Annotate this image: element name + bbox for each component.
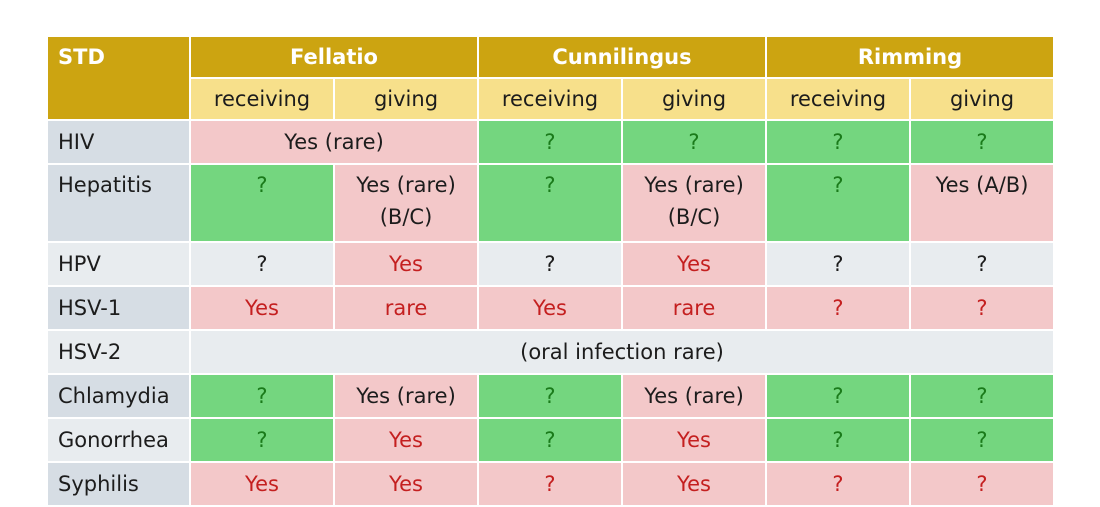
row-label-hsv2: HSV-2 <box>48 331 189 373</box>
cell-hsv1-rimming-receiving: ? <box>767 287 909 329</box>
subheader-rimming-receiving: receiving <box>767 79 909 119</box>
cell-chlamydia-fellatio-receiving: ? <box>191 375 333 417</box>
cell-syphilis-rimming-receiving: ? <box>767 463 909 505</box>
cell-syphilis-cunnilingus-giving: Yes <box>623 463 765 505</box>
cell-syphilis-fellatio-giving: Yes <box>335 463 477 505</box>
cell-hsv1-cunnilingus-giving: rare <box>623 287 765 329</box>
cell-hepatitis-cunnilingus-receiving: ? <box>479 165 621 241</box>
row-label-gonorrhea: Gonorrhea <box>48 419 189 461</box>
cell-chlamydia-cunnilingus-giving: Yes (rare) <box>623 375 765 417</box>
subheader-fellatio-giving: giving <box>335 79 477 119</box>
cell-hpv-cunnilingus-receiving: ? <box>479 243 621 285</box>
header-std: STD <box>48 37 189 119</box>
cell-hsv1-rimming-giving: ? <box>911 287 1053 329</box>
header-rimming: Rimming <box>767 37 1053 77</box>
cell-gonorrhea-cunnilingus-giving: Yes <box>623 419 765 461</box>
subheader-cunnilingus-giving: giving <box>623 79 765 119</box>
cell-gonorrhea-rimming-receiving: ? <box>767 419 909 461</box>
cell-chlamydia-cunnilingus-receiving: ? <box>479 375 621 417</box>
header-cunnilingus: Cunnilingus <box>479 37 765 77</box>
row-label-hsv1: HSV-1 <box>48 287 189 329</box>
cell-gonorrhea-cunnilingus-receiving: ? <box>479 419 621 461</box>
cell-chlamydia-rimming-receiving: ? <box>767 375 909 417</box>
row-label-chlamydia: Chlamydia <box>48 375 189 417</box>
cell-hpv-rimming-giving: ? <box>911 243 1053 285</box>
cell-hiv-cunnilingus-receiving: ? <box>479 121 621 163</box>
cell-hepatitis-cunnilingus-giving: Yes (rare) (B/C) <box>623 165 765 241</box>
cell-chlamydia-fellatio-giving: Yes (rare) <box>335 375 477 417</box>
subheader-cunnilingus-receiving: receiving <box>479 79 621 119</box>
cell-hsv1-fellatio-receiving: Yes <box>191 287 333 329</box>
cell-hsv1-fellatio-giving: rare <box>335 287 477 329</box>
cell-gonorrhea-fellatio-giving: Yes <box>335 419 477 461</box>
cell-hiv-fellatio: Yes (rare) <box>191 121 477 163</box>
row-label-hiv: HIV <box>48 121 189 163</box>
cell-hpv-rimming-receiving: ? <box>767 243 909 285</box>
cell-syphilis-cunnilingus-receiving: ? <box>479 463 621 505</box>
cell-hepatitis-rimming-giving: Yes (A/B) <box>911 165 1053 241</box>
cell-hiv-cunnilingus-giving: ? <box>623 121 765 163</box>
cell-hepatitis-fellatio-receiving: ? <box>191 165 333 241</box>
cell-hepatitis-fellatio-giving: Yes (rare) (B/C) <box>335 165 477 241</box>
cell-hiv-rimming-giving: ? <box>911 121 1053 163</box>
header-fellatio: Fellatio <box>191 37 477 77</box>
cell-hsv2-merged: (oral infection rare) <box>191 331 1053 373</box>
cell-hpv-fellatio-receiving: ? <box>191 243 333 285</box>
cell-syphilis-fellatio-receiving: Yes <box>191 463 333 505</box>
row-label-hpv: HPV <box>48 243 189 285</box>
cell-gonorrhea-fellatio-receiving: ? <box>191 419 333 461</box>
subheader-fellatio-receiving: receiving <box>191 79 333 119</box>
cell-hsv1-cunnilingus-receiving: Yes <box>479 287 621 329</box>
cell-syphilis-rimming-giving: ? <box>911 463 1053 505</box>
cell-hepatitis-rimming-receiving: ? <box>767 165 909 241</box>
cell-chlamydia-rimming-giving: ? <box>911 375 1053 417</box>
std-transmission-table: STD Fellatio Cunnilingus Rimming receivi… <box>46 35 1055 507</box>
cell-gonorrhea-rimming-giving: ? <box>911 419 1053 461</box>
cell-hpv-cunnilingus-giving: Yes <box>623 243 765 285</box>
row-label-hepatitis: Hepatitis <box>48 165 189 241</box>
subheader-rimming-giving: giving <box>911 79 1053 119</box>
cell-hiv-rimming-receiving: ? <box>767 121 909 163</box>
cell-hpv-fellatio-giving: Yes <box>335 243 477 285</box>
row-label-syphilis: Syphilis <box>48 463 189 505</box>
